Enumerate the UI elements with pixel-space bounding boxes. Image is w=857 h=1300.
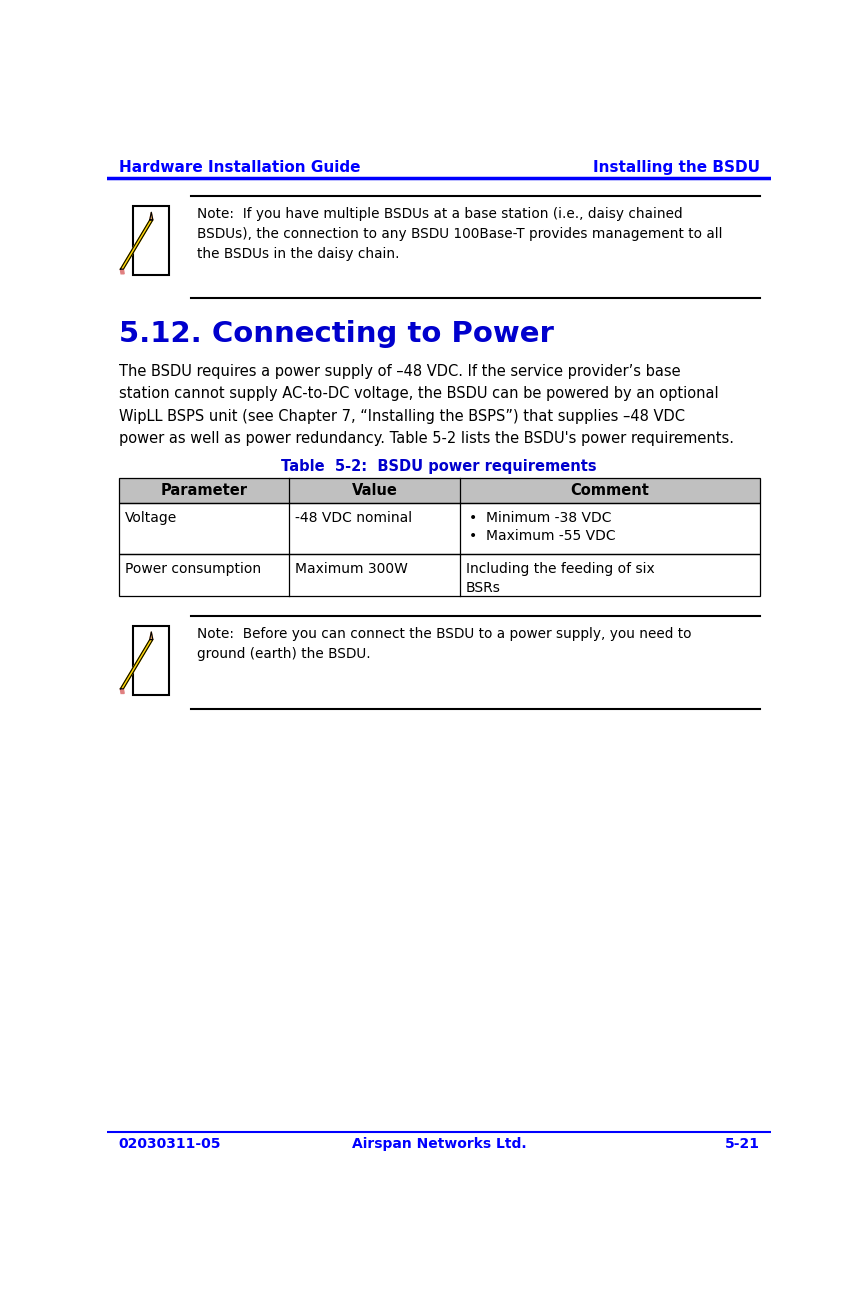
Text: 5-21: 5-21 [725, 1138, 759, 1150]
Text: Voltage: Voltage [125, 511, 177, 525]
Text: 5.12. Connecting to Power: 5.12. Connecting to Power [119, 320, 554, 348]
Text: Comment: Comment [570, 484, 649, 498]
Bar [133, 207, 169, 276]
Polygon shape [150, 632, 153, 640]
Text: -48 VDC nominal: -48 VDC nominal [296, 511, 412, 525]
Text: Note:  Before you can connect the BSDU to a power supply, you need to
ground (ea: Note: Before you can connect the BSDU to… [197, 627, 692, 662]
Bar [119, 503, 759, 554]
Polygon shape [120, 640, 153, 689]
Text: Installing the BSDU: Installing the BSDU [593, 160, 759, 176]
Bar [119, 478, 759, 503]
Bar [133, 625, 169, 696]
Text: Note:  If you have multiple BSDUs at a base station (i.e., daisy chained
BSDUs),: Note: If you have multiple BSDUs at a ba… [197, 207, 722, 261]
Text: The BSDU requires a power supply of –48 VDC. If the service provider’s base
stat: The BSDU requires a power supply of –48 … [119, 364, 734, 446]
Bar [119, 478, 759, 503]
Polygon shape [120, 269, 124, 274]
Text: Maximum 300W: Maximum 300W [296, 562, 408, 576]
Text: Airspan Networks Ltd.: Airspan Networks Ltd. [351, 1138, 526, 1150]
Text: Parameter: Parameter [160, 484, 248, 498]
Text: Power consumption: Power consumption [125, 562, 261, 576]
Polygon shape [120, 689, 124, 693]
Text: Hardware Installation Guide: Hardware Installation Guide [119, 160, 360, 176]
Text: •  Maximum -55 VDC: • Maximum -55 VDC [469, 529, 615, 543]
Text: Table  5-2:  BSDU power requirements: Table 5-2: BSDU power requirements [281, 459, 596, 474]
Bar [119, 554, 759, 597]
Text: •  Minimum -38 VDC: • Minimum -38 VDC [469, 511, 612, 525]
Text: Value: Value [351, 484, 398, 498]
Text: 02030311-05: 02030311-05 [119, 1138, 221, 1150]
Bar [119, 503, 759, 554]
Polygon shape [120, 220, 153, 269]
Polygon shape [150, 212, 153, 220]
Bar [119, 554, 759, 597]
Text: Including the feeding of six
BSRs: Including the feeding of six BSRs [466, 562, 655, 595]
